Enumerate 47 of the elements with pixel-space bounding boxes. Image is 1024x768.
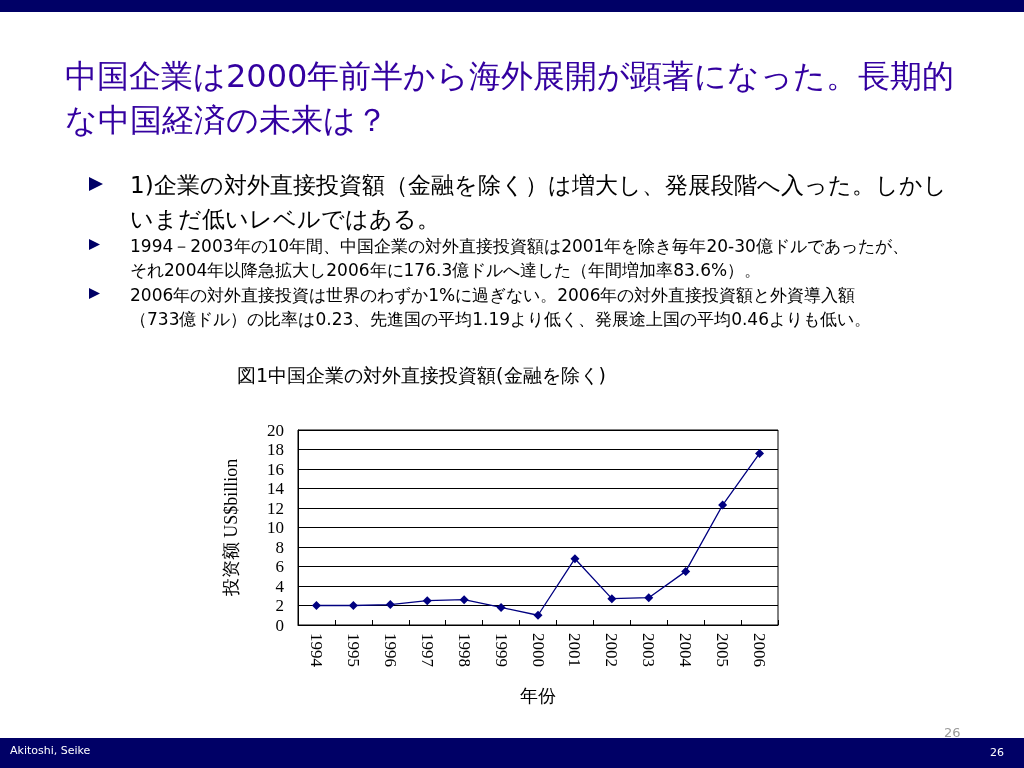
text: 2006年の対外直接投資は世界のわずか1%に過ぎない。2006年の対外直接投資額と外資導入額（733億ドル）の比率は0.23、先進国の平均1.19より低く、発展途上国の平均0.46よりも低い。 (130, 284, 872, 331)
x-tick-label: 2003 (639, 633, 659, 667)
text: 26 (990, 746, 1004, 760)
y-tick-label: 0 (275, 615, 284, 635)
y-tick-label: 12 (267, 498, 284, 518)
x-tick-label: 2005 (713, 633, 733, 667)
point (533, 610, 543, 620)
point (681, 566, 691, 576)
x-tick-label: 1997 (417, 633, 437, 668)
point (644, 593, 654, 603)
x-tick-label: 1999 (491, 633, 511, 667)
y-tick-label: 14 (267, 479, 285, 498)
text: 1994－2003年の10年間、中国企業の対外直接投資額は2001年を除き毎年20-30億ドルであったが、それ2004年以降急拡大し2006年に176.3億ドルへ達した（年間増加率83.6%）。 (130, 235, 910, 282)
point (718, 500, 728, 510)
text: Akitoshi, Seike (10, 744, 91, 758)
point (422, 596, 432, 606)
y-axis-title: 投资额 US$billion (221, 458, 241, 598)
x-tick-label: 1994 (306, 633, 326, 668)
x-tick-label: 2000 (528, 633, 548, 667)
point (607, 594, 617, 604)
y-tick-label: 6 (275, 557, 284, 576)
point (570, 554, 580, 564)
y-tick-label: 18 (267, 440, 284, 459)
y-tick-label: 20 (267, 420, 284, 440)
x-tick-label: 1995 (343, 633, 363, 667)
text: 1)企業の対外直接投資額（金融を除く）は増大し、発展段階へ入った。しかしいまだ低いレベルではある。 (130, 171, 948, 234)
chart-subtitle: 図1中国企業の対外直接投資額(金融を除く) (237, 363, 606, 388)
x-tick-label: 1996 (380, 633, 400, 667)
point (755, 448, 765, 458)
point (459, 595, 469, 605)
point (385, 600, 395, 610)
point (348, 601, 358, 610)
point (496, 602, 506, 612)
x-tick-label: 1998 (454, 633, 474, 667)
y-tick-label: 4 (275, 576, 285, 596)
y-tick-label: 16 (267, 459, 284, 479)
point (311, 601, 321, 610)
y-tick-label: 10 (267, 518, 284, 537)
x-tick-label: 2002 (602, 633, 622, 667)
chart-title: 中国企業は2000年前半から海外展開が顕著になった。長期的な中国経済の未来は？ (65, 56, 956, 141)
x-tick-label: 2004 (676, 633, 696, 668)
y-tick-label: 2 (275, 596, 284, 615)
text: 26 (944, 725, 961, 740)
x-tick-label: 2001 (565, 633, 585, 667)
y-tick-label: 8 (275, 537, 284, 557)
x-axis-title: 年份 (520, 686, 556, 706)
x-tick-label: 2006 (750, 633, 770, 667)
